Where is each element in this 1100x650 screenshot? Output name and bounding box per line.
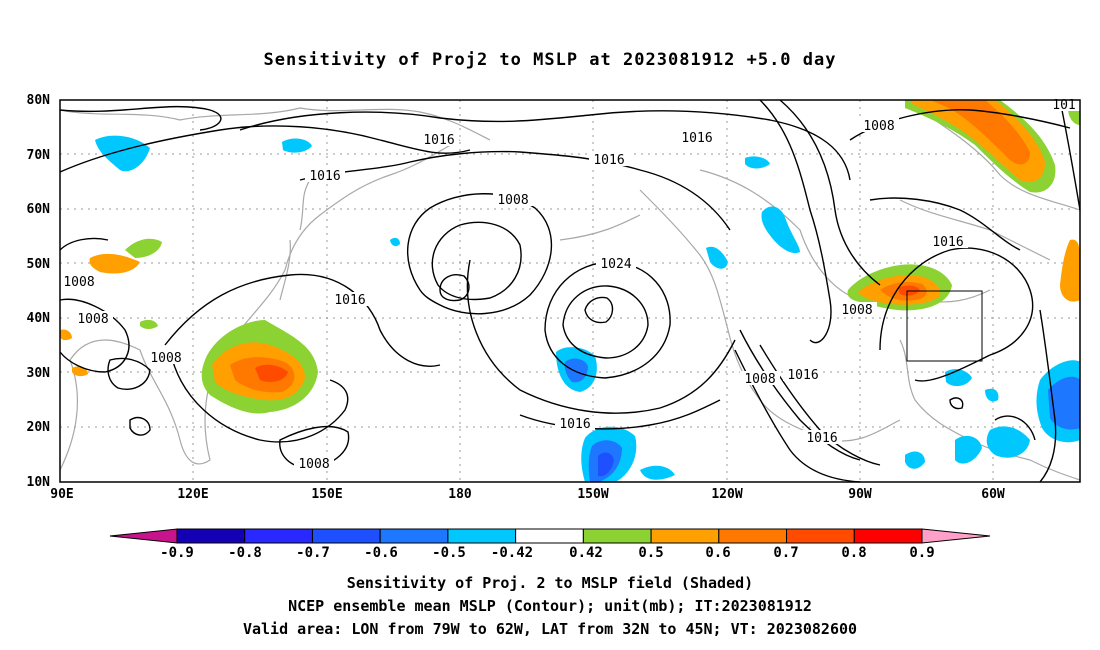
caption-shaded: Sensitivity of Proj. 2 to MSLP field (Sh…: [346, 574, 754, 592]
contour-label: 1016: [559, 417, 590, 432]
colorbar-label: 0.6: [705, 545, 730, 561]
colorbar-box: [515, 528, 584, 544]
colorbar-boxes: [176, 528, 923, 544]
colorbar-box: [582, 528, 652, 544]
colorbar-box: [176, 528, 246, 544]
contour-label: 1008: [744, 372, 775, 387]
contour-label: 101: [1052, 98, 1075, 113]
colorbar-label: 0.9: [909, 545, 934, 561]
colorbar-label: -0.6: [364, 545, 398, 561]
lon-label: 150E: [311, 487, 342, 502]
lat-label: 10N: [27, 475, 51, 490]
contour-label: 1008: [150, 351, 181, 366]
contour-label: 1008: [77, 312, 108, 327]
lon-label: 60W: [981, 487, 1005, 502]
colorbar-over-triangle: [921, 528, 991, 544]
lat-label: 70N: [27, 148, 51, 163]
colorbar-under-triangle: [109, 528, 178, 544]
colorbar-label: 0.5: [638, 545, 663, 561]
colorbar-label: -0.7: [296, 545, 330, 561]
colorbar-label: -0.42: [491, 545, 533, 561]
lat-label: 50N: [27, 257, 51, 272]
contour-label: 1016: [806, 431, 837, 446]
lat-label: 20N: [27, 420, 51, 435]
colorbar-box: [379, 528, 449, 544]
contour-label: 1008: [63, 275, 94, 290]
colorbar-label: 0.42: [569, 545, 603, 561]
lat-label: 60N: [27, 202, 51, 217]
lon-label: 150W: [577, 487, 608, 502]
contour-label: 1008: [298, 457, 329, 472]
caption-contour: NCEP ensemble mean MSLP (Contour); unit(…: [288, 597, 812, 615]
lon-label: 180: [448, 487, 472, 502]
colorbar-box: [718, 528, 788, 544]
contour-label: 1016: [423, 133, 454, 148]
colorbar-label: 0.8: [841, 545, 866, 561]
contour-label: 1024: [600, 257, 631, 272]
lon-label: 120E: [177, 487, 208, 502]
contour-label: 1016: [334, 293, 365, 308]
contour-label: 1016: [787, 368, 818, 383]
caption-valid-area: Valid area: LON from 79W to 62W, LAT fro…: [242, 620, 858, 638]
contour-label: 1016: [309, 169, 340, 184]
map-border: [59, 99, 1081, 483]
contour-labels: 1016 1016 1016 1016 1016 1016 1016 1016 …: [60, 97, 1080, 472]
contour-label: 1008: [497, 193, 528, 208]
lat-label: 80N: [27, 93, 51, 108]
lat-label: 30N: [27, 366, 51, 381]
contour-label: 1016: [681, 131, 712, 146]
colorbar-box: [311, 528, 381, 544]
contour-label: 1016: [932, 235, 963, 250]
colorbar-box: [447, 528, 517, 544]
lat-axis-labels: 80N 70N 60N 50N 40N 30N 20N 10N: [27, 93, 51, 490]
lon-label: 90E: [50, 487, 73, 502]
colorbar: -0.9 -0.8 -0.7 -0.6 -0.5 -0.42 0.42 0.5 …: [109, 528, 991, 561]
contour-label: 1008: [863, 119, 894, 134]
colorbar-box: [786, 528, 855, 544]
colorbar-box: [650, 528, 720, 544]
colorbar-label: 0.7: [773, 545, 798, 561]
colorbar-label: -0.9: [160, 545, 194, 561]
lon-axis-labels: 90E 120E 150E 180 150W 120W 90W 60W: [50, 487, 1005, 502]
lon-label: 120W: [711, 487, 742, 502]
colorbar-label: -0.8: [228, 545, 262, 561]
contour-label: 1016: [593, 153, 624, 168]
lat-label: 40N: [27, 311, 51, 326]
chart-title: Sensitivity of Proj2 to MSLP at 20230819…: [263, 50, 837, 70]
colorbar-box: [244, 528, 313, 544]
sensitivity-shading: [60, 100, 1080, 482]
colorbar-label: -0.5: [432, 545, 466, 561]
map-panel: 1016 1016 1016 1016 1016 1016 1016 1016 …: [59, 97, 1081, 483]
lon-label: 90W: [848, 487, 872, 502]
valid-area-box: [906, 290, 983, 362]
contour-label: 1008: [841, 303, 872, 318]
colorbar-labels: -0.9 -0.8 -0.7 -0.6 -0.5 -0.42 0.42 0.5 …: [160, 545, 935, 561]
colorbar-box: [853, 528, 923, 544]
